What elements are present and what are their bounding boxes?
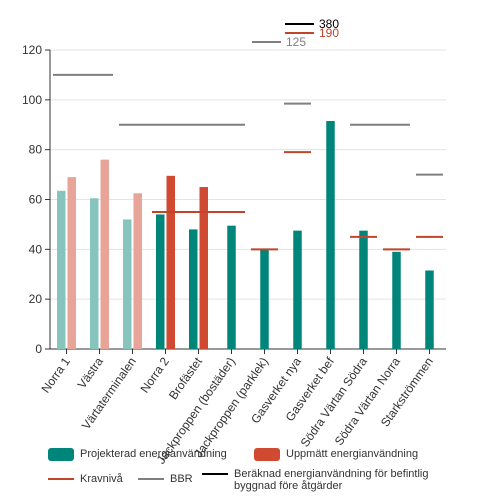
legend-label-calculated-line2: byggnad före åtgärder (234, 480, 343, 492)
bar-measured (133, 193, 142, 349)
bar-projected (293, 230, 302, 349)
bar-projected (227, 225, 236, 349)
y-tick-label: 100 (22, 93, 42, 107)
calculated-line-label: 380 (319, 17, 339, 31)
legend-label-calculated: Beräknad energianvändning för befintlig … (234, 468, 428, 492)
legend-swatch-measured (254, 448, 280, 461)
y-tick-label: 20 (29, 292, 43, 306)
legend-item-projected[interactable]: Projekterad energianvändning (48, 448, 227, 461)
bar-projected (123, 219, 132, 349)
bar-projected (392, 251, 401, 349)
legend-label-bbr: BBR (170, 473, 193, 485)
legend-label-projected: Projekterad energianvändning (80, 448, 227, 460)
bar-projected (57, 190, 66, 349)
bar-projected (189, 229, 198, 349)
legend-item-measured[interactable]: Uppmätt energianvändning (254, 448, 418, 461)
legend-swatch-bbr (138, 478, 164, 480)
y-tick-label: 60 (29, 193, 43, 207)
x-tick-label: Västra (75, 354, 107, 391)
bar-projected (260, 249, 269, 349)
bar-projected (90, 198, 99, 349)
y-tick-label: 0 (35, 342, 42, 356)
legend-item-requirement[interactable]: Kravnivå (48, 473, 123, 485)
legend-label-calculated-line1: Beräknad energianvändning för befintlig (234, 468, 429, 480)
bar-projected (326, 121, 335, 349)
x-tick-label: Norra 1 (39, 354, 74, 395)
chart-legend: Projekterad energianvändning Uppmätt ene… (48, 448, 498, 500)
bar-measured (166, 175, 175, 349)
requirement-line-label: 190 (319, 26, 339, 40)
bar-measured (100, 159, 109, 349)
bbr-line-label: 125 (286, 35, 306, 49)
bar-projected (359, 230, 368, 349)
legend-label-measured: Uppmätt energianvändning (286, 448, 419, 460)
legend-swatch-calculated (202, 473, 228, 475)
bar-measured (67, 177, 76, 349)
bar-projected (156, 214, 165, 349)
y-tick-label: 40 (29, 242, 43, 256)
y-tick-label: 120 (22, 43, 42, 57)
legend-swatch-projected (48, 448, 74, 461)
x-tick-label: Norra 2 (138, 354, 173, 395)
bar-measured (199, 187, 208, 349)
legend-item-calculated[interactable]: Beräknad energianvändning för befintlig … (202, 468, 428, 492)
legend-item-bbr[interactable]: BBR (138, 473, 193, 485)
legend-swatch-requirement (48, 478, 74, 480)
legend-label-requirement: Kravnivå (80, 473, 123, 485)
y-tick-label: 80 (29, 143, 43, 157)
bar-projected (425, 270, 434, 349)
